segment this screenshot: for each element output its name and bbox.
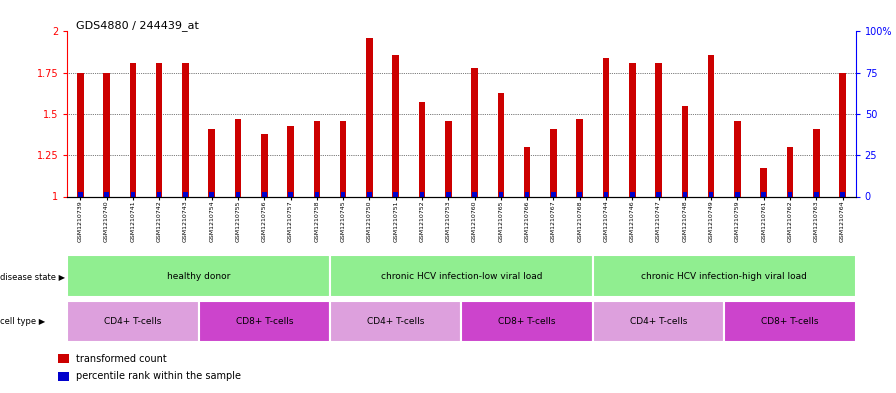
Bar [392, 55, 399, 196]
Bar [289, 192, 293, 196]
Bar [236, 192, 240, 196]
Bar [67, 301, 199, 342]
Bar [603, 58, 609, 196]
Bar [577, 192, 582, 196]
Bar [199, 301, 330, 342]
Bar [235, 119, 241, 196]
Bar [840, 73, 846, 196]
Text: percentile rank within the sample: percentile rank within the sample [76, 371, 241, 381]
Bar [497, 92, 504, 196]
Bar [340, 192, 346, 196]
Bar [683, 192, 687, 196]
Bar [261, 134, 268, 196]
Bar [550, 129, 556, 196]
Bar [735, 192, 740, 196]
Bar [472, 192, 477, 196]
Bar [330, 255, 593, 297]
Bar [262, 192, 267, 196]
Bar [340, 121, 347, 196]
Bar [130, 63, 136, 196]
Bar [656, 192, 661, 196]
Bar [840, 192, 845, 196]
Text: GDS4880 / 244439_at: GDS4880 / 244439_at [76, 20, 199, 31]
Bar [446, 192, 451, 196]
Bar [445, 121, 452, 196]
Bar [67, 255, 330, 297]
Bar [593, 301, 724, 342]
Bar [461, 301, 593, 342]
Bar [131, 192, 135, 196]
Bar [103, 73, 110, 196]
Bar [788, 192, 792, 196]
Bar [367, 192, 372, 196]
Bar [183, 192, 188, 196]
Bar [524, 147, 530, 196]
Bar [813, 129, 820, 196]
Bar [419, 192, 425, 196]
Text: transformed count: transformed count [76, 354, 167, 364]
Bar [734, 121, 741, 196]
Bar [708, 55, 714, 196]
Bar [762, 192, 766, 196]
Bar [655, 63, 662, 196]
Bar [593, 255, 856, 297]
Bar [576, 119, 583, 196]
Bar [78, 192, 82, 196]
Text: CD4+ T-cells: CD4+ T-cells [367, 317, 425, 326]
Bar [724, 301, 856, 342]
Bar [787, 147, 793, 196]
Bar [682, 106, 688, 196]
Bar [209, 129, 215, 196]
Text: CD4+ T-cells: CD4+ T-cells [104, 317, 161, 326]
Bar [629, 63, 635, 196]
Bar [393, 192, 398, 196]
Bar [709, 192, 713, 196]
Bar [58, 354, 70, 363]
Bar [366, 38, 373, 197]
Bar [210, 192, 214, 196]
Bar [471, 68, 478, 196]
Text: CD8+ T-cells: CD8+ T-cells [498, 317, 556, 326]
Bar [525, 192, 530, 196]
Bar [814, 192, 819, 196]
Bar [314, 121, 320, 196]
Bar [314, 192, 319, 196]
Bar [630, 192, 634, 196]
Text: cell type ▶: cell type ▶ [0, 317, 46, 326]
Text: CD4+ T-cells: CD4+ T-cells [630, 317, 687, 326]
Bar [182, 63, 189, 196]
Bar [498, 192, 504, 196]
Bar [288, 125, 294, 196]
Bar [157, 192, 161, 196]
Bar [551, 192, 556, 196]
Text: chronic HCV infection-low viral load: chronic HCV infection-low viral load [381, 272, 542, 281]
Text: healthy donor: healthy donor [167, 272, 230, 281]
Bar [58, 372, 70, 380]
Text: CD8+ T-cells: CD8+ T-cells [236, 317, 293, 326]
Text: chronic HCV infection-high viral load: chronic HCV infection-high viral load [642, 272, 807, 281]
Bar [604, 192, 608, 196]
Bar [418, 103, 426, 196]
Bar [77, 73, 83, 196]
Bar [104, 192, 109, 196]
Bar [330, 301, 461, 342]
Text: disease state ▶: disease state ▶ [0, 272, 65, 281]
Bar [156, 63, 162, 196]
Bar [761, 169, 767, 196]
Text: CD8+ T-cells: CD8+ T-cells [762, 317, 819, 326]
